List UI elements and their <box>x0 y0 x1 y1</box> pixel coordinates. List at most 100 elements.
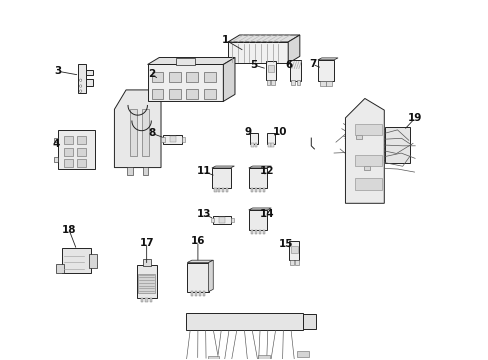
Bar <box>203 72 215 82</box>
Bar <box>248 210 267 230</box>
Bar <box>258 188 261 192</box>
Text: 5: 5 <box>250 60 257 70</box>
Bar <box>225 188 228 192</box>
Polygon shape <box>147 64 223 102</box>
Bar <box>211 168 230 188</box>
Bar <box>289 260 293 265</box>
Bar <box>198 291 201 296</box>
Bar <box>302 314 316 329</box>
Bar <box>355 135 362 139</box>
Bar <box>265 61 275 80</box>
Bar <box>254 230 257 234</box>
Bar <box>142 259 150 266</box>
Polygon shape <box>187 260 213 262</box>
Text: 12: 12 <box>259 166 274 176</box>
Bar <box>262 188 264 192</box>
Polygon shape <box>211 166 234 168</box>
Bar <box>271 80 275 85</box>
Text: 10: 10 <box>272 127 287 137</box>
Polygon shape <box>317 58 337 60</box>
Bar <box>249 132 258 144</box>
Bar <box>296 80 300 85</box>
Bar <box>290 60 301 81</box>
Polygon shape <box>248 208 271 210</box>
Bar <box>56 264 64 273</box>
Bar <box>254 188 257 192</box>
Text: 2: 2 <box>147 69 155 80</box>
Bar <box>207 356 219 360</box>
Bar <box>187 262 208 292</box>
Bar <box>219 217 224 223</box>
Bar <box>138 274 155 293</box>
Bar <box>63 136 73 144</box>
Bar <box>317 60 333 81</box>
Bar <box>77 159 86 167</box>
Bar <box>62 248 91 273</box>
Bar <box>325 81 331 86</box>
Bar <box>262 230 264 234</box>
Bar <box>151 72 163 82</box>
Bar <box>254 143 256 147</box>
Text: 6: 6 <box>285 60 292 70</box>
Bar <box>130 109 137 156</box>
Bar <box>190 291 193 296</box>
Bar <box>251 143 253 147</box>
Text: 3: 3 <box>54 66 61 76</box>
Bar <box>248 168 267 188</box>
Polygon shape <box>223 58 235 102</box>
Bar <box>214 188 216 192</box>
Bar <box>289 241 299 260</box>
Bar <box>354 155 382 166</box>
Bar <box>194 291 197 296</box>
Bar <box>54 138 58 142</box>
Bar <box>141 298 143 302</box>
Bar <box>63 159 73 167</box>
Bar <box>175 58 195 65</box>
Polygon shape <box>345 99 384 203</box>
Bar <box>271 143 273 147</box>
Bar <box>77 148 86 156</box>
Text: 19: 19 <box>407 113 422 123</box>
Bar <box>363 166 369 170</box>
Bar <box>267 66 274 72</box>
Polygon shape <box>227 42 287 63</box>
Text: 11: 11 <box>196 166 210 176</box>
Bar <box>89 254 97 268</box>
Bar <box>145 298 147 302</box>
Circle shape <box>80 90 81 92</box>
Text: 15: 15 <box>278 239 293 249</box>
Bar <box>222 188 224 192</box>
Polygon shape <box>208 260 213 292</box>
Bar <box>267 143 270 147</box>
Bar <box>182 137 185 141</box>
Polygon shape <box>114 90 161 167</box>
Bar <box>202 291 204 296</box>
Text: 13: 13 <box>197 209 211 219</box>
Bar <box>142 109 149 156</box>
Text: 4: 4 <box>52 139 60 149</box>
Bar <box>250 188 253 192</box>
Bar <box>169 72 180 82</box>
Bar <box>169 89 180 99</box>
Bar <box>320 81 325 86</box>
Bar <box>54 157 58 162</box>
Bar <box>150 298 152 302</box>
Bar <box>258 230 261 234</box>
Text: 17: 17 <box>139 238 154 248</box>
Bar <box>163 135 182 144</box>
Bar <box>63 148 73 156</box>
Bar <box>266 80 270 85</box>
Circle shape <box>80 79 81 81</box>
Bar <box>161 137 164 141</box>
Bar <box>186 89 198 99</box>
Text: 7: 7 <box>308 59 315 69</box>
Text: 9: 9 <box>244 127 251 137</box>
Bar <box>210 218 213 222</box>
Text: 1: 1 <box>222 35 229 45</box>
Bar <box>142 167 148 175</box>
Circle shape <box>80 85 81 87</box>
Bar <box>212 216 231 224</box>
Polygon shape <box>287 35 299 63</box>
Text: 8: 8 <box>148 129 155 138</box>
Bar <box>231 218 234 222</box>
